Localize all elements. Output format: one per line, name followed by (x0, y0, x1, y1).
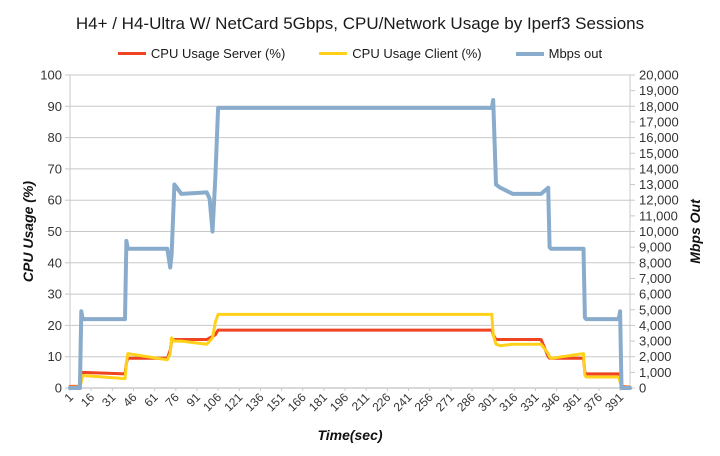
y2-tick-label: 0 (639, 381, 646, 396)
x-tick-label: 226 (369, 390, 393, 414)
x-tick-label: 31 (99, 390, 119, 410)
x-tick-label: 151 (264, 390, 288, 414)
y2-tick-label: 2,000 (639, 349, 672, 364)
chart-title: H4+ / H4-Ultra W/ NetCard 5Gbps, CPU/Net… (75, 14, 645, 33)
y2-tick-label: 9,000 (639, 240, 672, 255)
y2-axis-title: Mbps Out (687, 198, 703, 264)
y2-tick-label: 14,000 (639, 161, 679, 176)
data-series (68, 98, 632, 390)
series-line (68, 312, 632, 389)
y2-tick-label: 15,000 (639, 146, 679, 161)
x-tick-label: 346 (539, 390, 563, 414)
y2-tick-label: 18,000 (639, 99, 679, 114)
x-tick-label: 136 (242, 390, 266, 414)
y-tick-label: 70 (48, 161, 62, 176)
y2-tick-label: 20,000 (639, 68, 679, 83)
y-tick-label: 90 (48, 99, 62, 114)
legend-label-client: CPU Usage Client (%) (352, 46, 482, 61)
gridlines (70, 74, 630, 389)
y2-tick-label: 6,000 (639, 287, 672, 302)
axis-labels: 010203040506070809010001,0002,0003,0004,… (20, 68, 703, 444)
y2-tick-label: 3,000 (639, 334, 672, 349)
y-tick-label: 30 (48, 287, 62, 302)
x-axis-title: Time(sec) (317, 427, 382, 443)
y2-tick-label: 4,000 (639, 318, 672, 333)
x-tick-label: 316 (496, 390, 520, 414)
x-tick-label: 166 (285, 390, 309, 414)
x-tick-label: 301 (475, 390, 499, 414)
y-axis-title: CPU Usage (%) (20, 181, 36, 282)
legend: CPU Usage Server (%) CPU Usage Client (%… (0, 46, 720, 61)
legend-swatch-server (117, 52, 146, 55)
legend-item-client: CPU Usage Client (%) (319, 46, 482, 61)
y-tick-label: 50 (48, 224, 62, 239)
y-tick-label: 20 (48, 318, 62, 333)
x-tick-label: 241 (391, 390, 415, 414)
y2-tick-label: 11,000 (639, 208, 678, 223)
x-tick-label: 286 (454, 390, 478, 414)
series-line (68, 98, 632, 390)
legend-item-server: CPU Usage Server (%) (117, 46, 286, 61)
y-tick-label: 80 (48, 130, 62, 145)
y-tick-label: 100 (40, 68, 62, 83)
x-tick-label: 16 (78, 390, 98, 410)
legend-item-mbps: Mbps out (515, 46, 603, 61)
x-tick-label: 91 (184, 390, 204, 410)
axes (65, 74, 635, 391)
x-tick-label: 181 (306, 390, 330, 414)
y2-tick-label: 19,000 (639, 83, 679, 98)
x-tick-label: 61 (141, 390, 161, 410)
x-tick-label: 121 (221, 390, 245, 414)
y2-tick-label: 17,000 (639, 114, 679, 129)
x-tick-label: 391 (602, 390, 626, 414)
x-tick-label: 1 (61, 390, 76, 405)
y-tick-label: 60 (48, 193, 62, 208)
y2-tick-label: 8,000 (639, 255, 672, 270)
x-tick-label: 361 (560, 390, 584, 414)
y2-tick-label: 7,000 (639, 271, 672, 286)
y2-tick-label: 1,000 (639, 365, 672, 380)
y2-tick-label: 12,000 (639, 193, 679, 208)
y2-tick-label: 13,000 (639, 177, 679, 192)
y2-tick-label: 10,000 (639, 224, 679, 239)
legend-swatch-client (319, 52, 348, 55)
legend-label-mbps: Mbps out (548, 46, 603, 61)
y-tick-label: 10 (48, 349, 62, 364)
x-tick-label: 106 (200, 390, 224, 414)
y2-tick-label: 16,000 (639, 130, 679, 145)
legend-label-server: CPU Usage Server (%) (150, 46, 286, 61)
x-tick-label: 256 (412, 390, 436, 414)
y-tick-label: 40 (48, 255, 62, 270)
x-tick-label: 211 (349, 390, 373, 414)
x-tick-label: 196 (327, 390, 351, 414)
x-tick-label: 331 (518, 390, 542, 414)
x-tick-label: 376 (581, 390, 605, 414)
x-tick-label: 46 (120, 390, 140, 410)
x-tick-label: 271 (433, 390, 457, 414)
y-tick-label: 0 (55, 381, 62, 396)
y2-tick-label: 5,000 (639, 302, 672, 317)
x-tick-label: 76 (163, 390, 183, 410)
legend-swatch-mbps (515, 51, 544, 56)
